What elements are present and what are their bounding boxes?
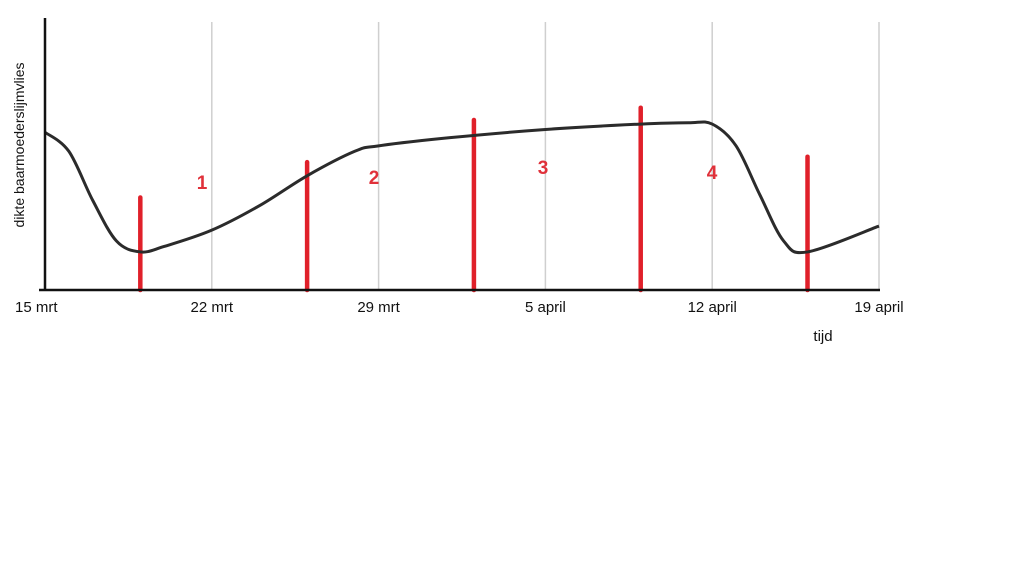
phase-label: 4 — [707, 163, 718, 184]
x-tick-label: 29 mrt — [357, 299, 400, 316]
y-axis-label: dikte baarmoederslijmvlies — [11, 63, 27, 228]
x-tick-label: 22 mrt — [191, 299, 234, 316]
phase-label: 1 — [197, 173, 208, 194]
x-axis-label: tijd — [813, 328, 832, 345]
phase-labels: 1 2 3 4 — [197, 158, 718, 194]
x-tick-label: 5 april — [525, 299, 566, 316]
phase-label: 2 — [369, 168, 380, 189]
gridlines — [211, 22, 880, 290]
phase-marker-lines — [138, 105, 810, 293]
data-line — [44, 120, 880, 255]
x-tick-label: 12 april — [688, 299, 737, 316]
phase-label: 3 — [538, 158, 549, 179]
x-tick-label: 15 mrt — [15, 299, 58, 316]
x-tick-labels: 15 mrt 22 mrt 29 mrt 5 april 12 april 19 apri… — [15, 299, 904, 316]
x-tick-label: 19 april — [854, 299, 903, 316]
